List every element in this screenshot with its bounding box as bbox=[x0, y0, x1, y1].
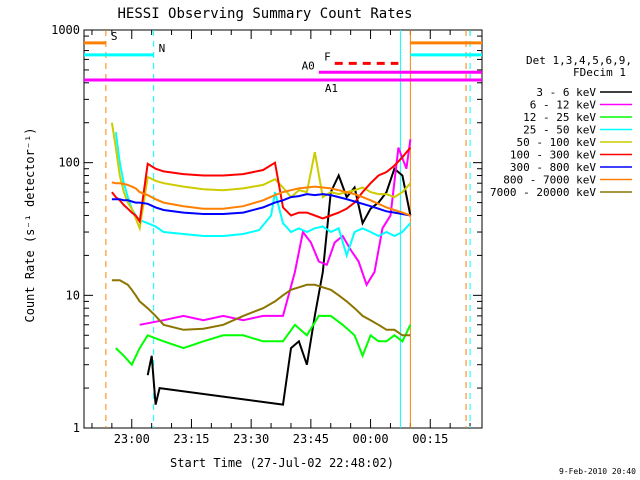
y-axis-label: Count Rate (s⁻¹ detector⁻¹) bbox=[23, 127, 37, 322]
flag-label-a1: A1 bbox=[325, 82, 338, 95]
series-line-3 bbox=[115, 314, 412, 367]
x-tick-label: 23:15 bbox=[173, 432, 209, 446]
legend-entry-label: 12 - 25 keV bbox=[523, 111, 596, 124]
x-axis-label: Start Time (27-Jul-02 22:48:02) bbox=[170, 456, 394, 470]
series-line-2 bbox=[139, 139, 412, 326]
legend-header-line-2: FDecim 1 bbox=[573, 66, 626, 79]
legend-header-line-1: Det 1,3,4,5,6,9, bbox=[526, 54, 632, 67]
flag-label-s: S bbox=[111, 30, 118, 43]
legend-entry-label: 100 - 300 keV bbox=[510, 149, 596, 162]
series-line-9 bbox=[111, 279, 411, 337]
chart-title: HESSI Observing Summary Count Rates bbox=[117, 6, 412, 22]
y-tick-label: 1000 bbox=[51, 23, 80, 37]
series-line-7 bbox=[111, 193, 411, 217]
x-tick-label: 23:45 bbox=[293, 432, 329, 446]
series-line-8 bbox=[111, 181, 411, 217]
footer-date: 9-Feb-2010 20:40 bbox=[559, 467, 636, 476]
legend-entry-label: 6 - 12 keV bbox=[530, 99, 597, 112]
x-tick-label: 00:15 bbox=[412, 432, 448, 446]
flag-label-a0: A0 bbox=[302, 59, 315, 72]
x-tick-label: 00:00 bbox=[352, 432, 388, 446]
flag-label-n: N bbox=[159, 42, 166, 55]
legend-entry-label: 25 - 50 keV bbox=[523, 124, 596, 137]
x-tick-label: 23:00 bbox=[114, 432, 150, 446]
y-tick-label: 100 bbox=[58, 156, 80, 170]
legend-entry-label: 7000 - 20000 keV bbox=[490, 186, 596, 199]
series-line-5 bbox=[110, 122, 412, 233]
flag-label-f: F bbox=[324, 50, 331, 63]
y-tick-label: 10 bbox=[66, 288, 80, 302]
plot-area: 1 10 100 1000 23:00 23:15 23:30 23:45 00:00 00:15… bbox=[51, 23, 483, 446]
x-tick-label: 23:30 bbox=[233, 432, 269, 446]
legend-entry-label: 300 - 800 keV bbox=[510, 161, 596, 174]
series-line-6 bbox=[111, 146, 412, 225]
series-line-4 bbox=[114, 131, 412, 259]
legend-entry-label: 3 - 6 keV bbox=[536, 86, 596, 99]
legend-entry-label: 50 - 100 keV bbox=[517, 136, 597, 149]
legend-entry-label: 800 - 7000 keV bbox=[503, 174, 596, 187]
y-tick-label: 1 bbox=[73, 421, 80, 435]
plot-frame bbox=[83, 29, 483, 429]
